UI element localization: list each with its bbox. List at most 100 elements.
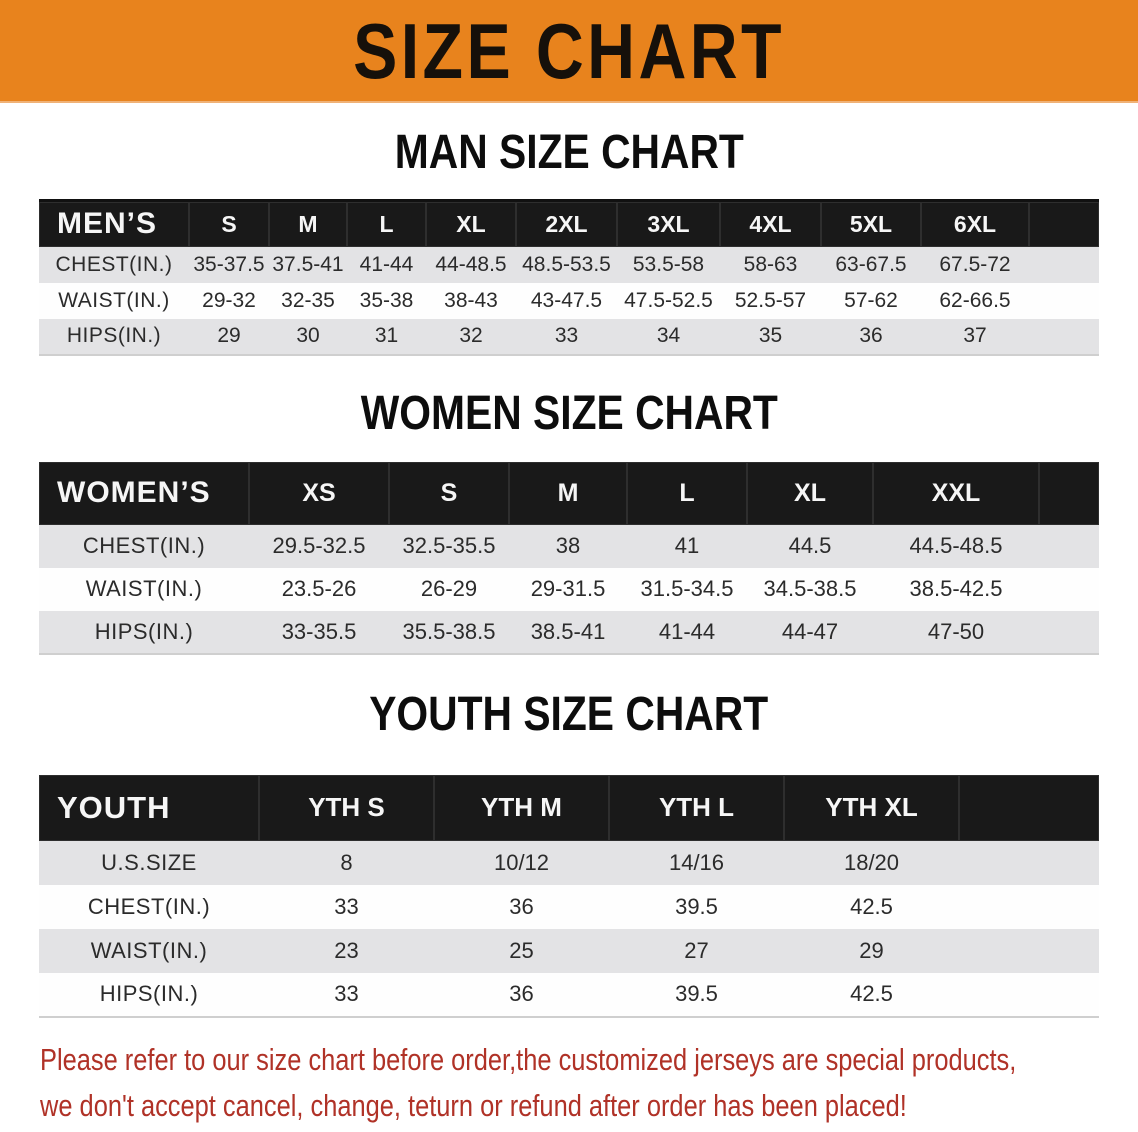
youth-size-chart-heading: YOUTH SIZE CHART [0, 687, 1138, 741]
header-row: YOUTH YTH S YTH M YTH L YTH XL [39, 774, 1099, 841]
spacer-cell [1029, 246, 1099, 283]
column-header: S [189, 200, 269, 247]
cell-value: 36 [434, 884, 609, 929]
cell-value: 32.5-35.5 [389, 524, 509, 568]
man-size-chart-heading: MAN SIZE CHART [0, 129, 1138, 177]
table-row: WAIST(IN.) 23.5-26 26-29 29-31.5 31.5-34.5 34… [39, 567, 1099, 611]
cell-value: 33-35.5 [249, 610, 389, 654]
column-header: 4XL [720, 200, 821, 247]
cell-value: 67.5-72 [921, 246, 1029, 283]
table-row: HIPS(IN.) 33-35.5 35.5-38.5 38.5-41 41-44 44-… [39, 610, 1099, 654]
cell-value: 35.5-38.5 [389, 610, 509, 654]
spacer-cell [1029, 318, 1099, 355]
cell-value: 29 [784, 928, 959, 973]
cell-value: 37.5-41 [269, 246, 347, 283]
cell-value: 39.5 [609, 972, 784, 1017]
spacer-cell [959, 884, 1099, 929]
cell-value: 32 [426, 318, 516, 355]
cell-value: 38-43 [426, 282, 516, 319]
header-row: WOMEN’S XS S M L XL XXL [39, 461, 1099, 525]
disclaimer-line-1-text: Please refer to our size chart before or… [40, 1041, 1017, 1077]
banner-title: SIZE CHART [353, 6, 785, 95]
cell-value: 41-44 [627, 610, 747, 654]
table-row: WAIST(IN.) 29-32 32-35 35-38 38-43 43-47.5 47.… [39, 282, 1099, 319]
women-size-chart-heading-text: WOMEN SIZE CHART [360, 386, 778, 440]
cell-value: 41 [627, 524, 747, 568]
cell-value: 35-38 [347, 282, 426, 319]
table-row: HIPS(IN.) 33 36 39.5 42.5 [39, 972, 1099, 1017]
cell-value: 30 [269, 318, 347, 355]
cell-value: 44.5-48.5 [873, 524, 1039, 568]
spacer-cell [959, 774, 1099, 841]
table-title-cell: WOMEN’S [39, 461, 249, 525]
disclaimer-line-2: we don't accept cancel, change, teturn o… [40, 1086, 1138, 1132]
column-header: 5XL [821, 200, 921, 247]
spacer-cell [1029, 200, 1099, 247]
row-label: HIPS(IN.) [39, 610, 249, 654]
size-chart-banner: SIZE CHART [0, 0, 1138, 103]
column-header: L [627, 461, 747, 525]
table-row: HIPS(IN.) 29 30 31 32 33 34 35 36 37 [39, 318, 1099, 355]
disclaimer-line-2-text: we don't accept cancel, change, teturn o… [40, 1087, 907, 1123]
cell-value: 62-66.5 [921, 282, 1029, 319]
cell-value: 33 [516, 318, 617, 355]
spacer-cell [1029, 282, 1099, 319]
row-label: WAIST(IN.) [39, 928, 259, 973]
column-header: L [347, 200, 426, 247]
cell-value: 44.5 [747, 524, 873, 568]
cell-value: 32-35 [269, 282, 347, 319]
cell-value: 36 [821, 318, 921, 355]
womens-size-chart: WOMEN’S XS S M L XL XXL CHEST(IN.) 29.5-32.5 32.5… [39, 461, 1099, 655]
table-row: U.S.SIZE 8 10/12 14/16 18/20 [39, 840, 1099, 885]
cell-value: 38.5-42.5 [873, 567, 1039, 611]
mens-size-chart: MEN’S S M L XL 2XL 3XL 4XL 5XL 6XL CHEST(IN.) 35-37… [39, 199, 1099, 356]
cell-value: 57-62 [821, 282, 921, 319]
header-row: MEN’S S M L XL 2XL 3XL 4XL 5XL 6XL [39, 200, 1099, 247]
cell-value: 44-48.5 [426, 246, 516, 283]
column-header: XL [747, 461, 873, 525]
cell-value: 42.5 [784, 972, 959, 1017]
disclaimer-line-1: Please refer to our size chart before or… [40, 1040, 1138, 1086]
youth-size-chart: YOUTH YTH S YTH M YTH L YTH XL U.S.SIZE 8 10/12… [39, 774, 1099, 1018]
mens-size-table-container: MEN’S S M L XL 2XL 3XL 4XL 5XL 6XL CHEST(IN.) 35-37… [39, 199, 1099, 356]
cell-value: 23 [259, 928, 434, 973]
spacer-cell [959, 928, 1099, 973]
table-title-cell: YOUTH [39, 774, 259, 841]
row-label: WAIST(IN.) [39, 282, 189, 319]
column-header: YTH XL [784, 774, 959, 841]
row-label: CHEST(IN.) [39, 246, 189, 283]
cell-value: 29-32 [189, 282, 269, 319]
row-label: WAIST(IN.) [39, 567, 249, 611]
cell-value: 58-63 [720, 246, 821, 283]
cell-value: 44-47 [747, 610, 873, 654]
cell-value: 29 [189, 318, 269, 355]
spacer-cell [959, 972, 1099, 1017]
cell-value: 33 [259, 884, 434, 929]
column-header: YTH S [259, 774, 434, 841]
table-row: CHEST(IN.) 35-37.5 37.5-41 41-44 44-48.5 48.5… [39, 246, 1099, 283]
column-header: M [269, 200, 347, 247]
row-label: HIPS(IN.) [39, 972, 259, 1017]
cell-value: 10/12 [434, 840, 609, 885]
cell-value: 39.5 [609, 884, 784, 929]
cell-value: 26-29 [389, 567, 509, 611]
cell-value: 47.5-52.5 [617, 282, 720, 319]
cell-value: 25 [434, 928, 609, 973]
womens-size-table-container: WOMEN’S XS S M L XL XXL CHEST(IN.) 29.5-32.5 32.5… [39, 461, 1099, 655]
cell-value: 47-50 [873, 610, 1039, 654]
women-size-chart-heading: WOMEN SIZE CHART [0, 386, 1138, 440]
cell-value: 38 [509, 524, 627, 568]
cell-value: 34.5-38.5 [747, 567, 873, 611]
column-header: XXL [873, 461, 1039, 525]
row-label: U.S.SIZE [39, 840, 259, 885]
cell-value: 52.5-57 [720, 282, 821, 319]
cell-value: 63-67.5 [821, 246, 921, 283]
cell-value: 23.5-26 [249, 567, 389, 611]
column-header: M [509, 461, 627, 525]
cell-value: 38.5-41 [509, 610, 627, 654]
cell-value: 53.5-58 [617, 246, 720, 283]
cell-value: 33 [259, 972, 434, 1017]
column-header: S [389, 461, 509, 525]
youth-size-chart-heading-text: YOUTH SIZE CHART [369, 687, 769, 741]
cell-value: 8 [259, 840, 434, 885]
